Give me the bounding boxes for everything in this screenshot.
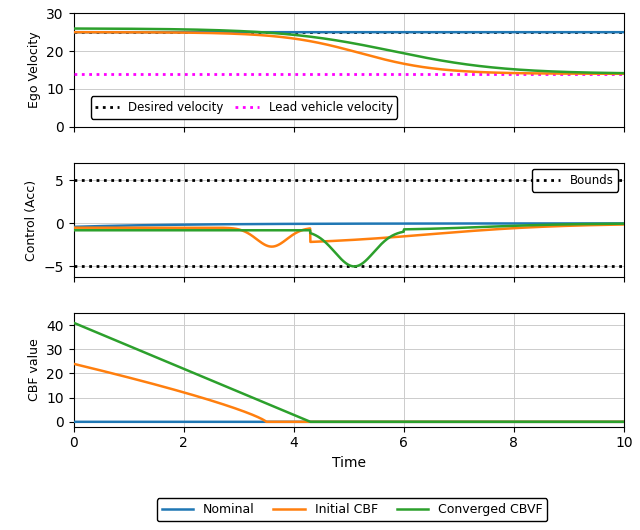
Legend: Desired velocity, Lead vehicle velocity: Desired velocity, Lead vehicle velocity [90,96,397,119]
Y-axis label: Control (Acc): Control (Acc) [25,179,38,261]
Y-axis label: CBF value: CBF value [28,339,41,401]
Y-axis label: Ego Velocity: Ego Velocity [28,32,41,108]
Legend: Bounds: Bounds [532,169,618,191]
Legend: Nominal, Initial CBF, Converged CBVF: Nominal, Initial CBF, Converged CBVF [157,498,547,521]
X-axis label: Time: Time [332,456,366,470]
